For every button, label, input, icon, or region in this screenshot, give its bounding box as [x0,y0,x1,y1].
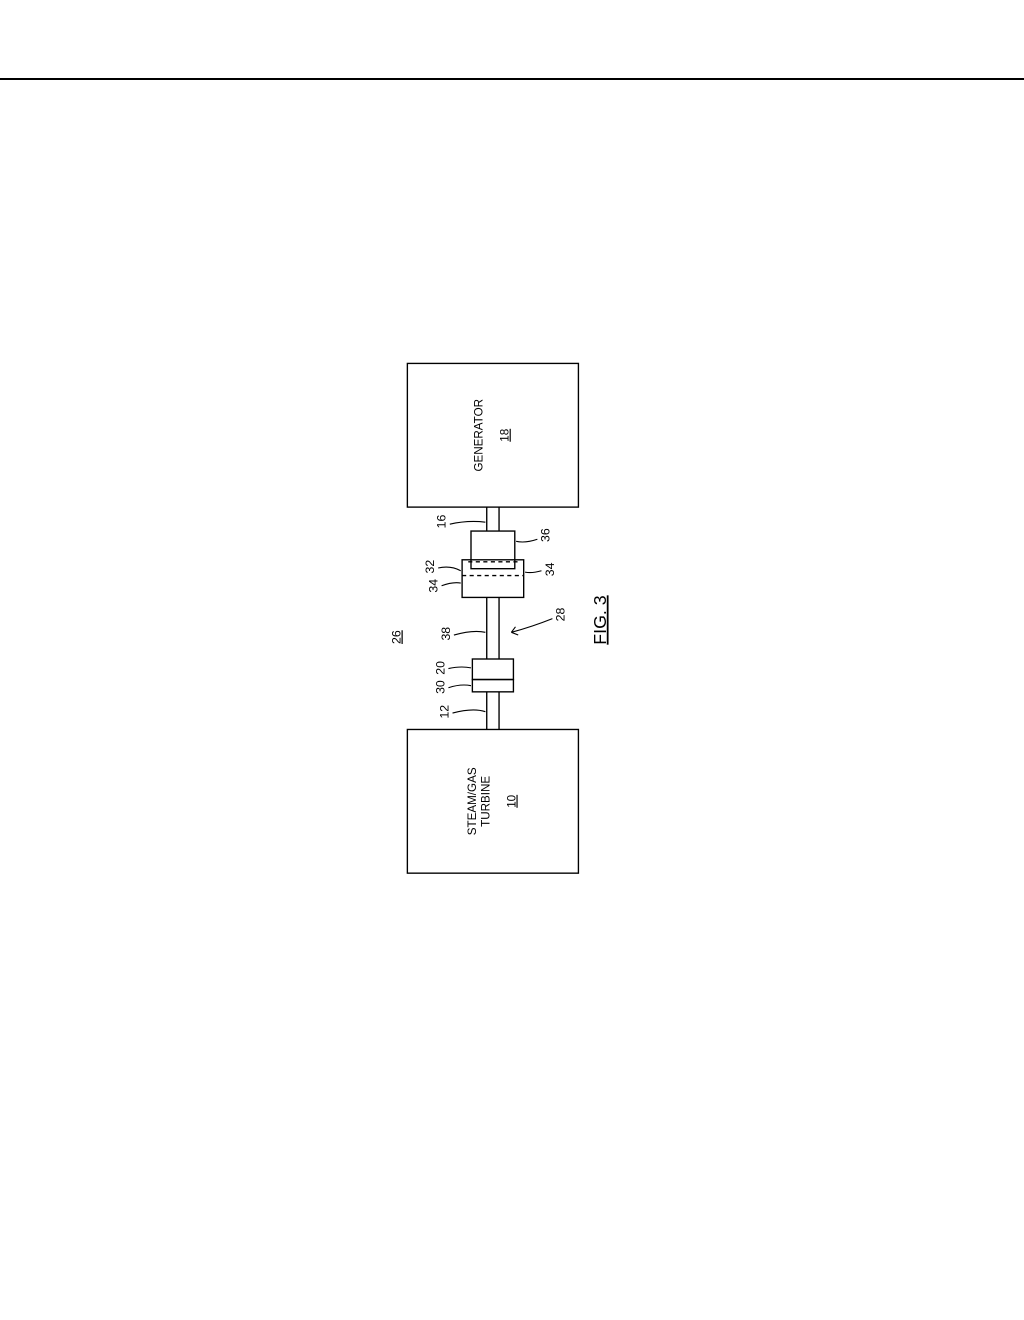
ref-34a: 34 [426,579,440,593]
figure-label: FIG. 3 [590,595,610,644]
ref-34b: 34 [543,562,557,576]
generator-block [407,363,578,507]
ref-20: 20 [433,661,447,675]
ref-28: 28 [554,608,568,622]
block-36 [471,531,515,569]
turbine-label-2: TURBINE [479,776,492,827]
generator-label: GENERATOR [473,399,486,472]
block-labels: STEAM/GAS TURBINE 10 GENERATOR 18 [466,399,519,835]
ref-12: 12 [437,705,451,719]
turbine-label-1: STEAM/GAS [466,767,479,835]
ref-38: 38 [439,627,453,641]
ref-36: 36 [539,528,553,542]
figure-3: STEAM/GAS TURBINE 10 GENERATOR 18 26 12 … [250,260,770,980]
turbine-ref: 10 [505,794,518,807]
block-20 [472,659,513,680]
ref-16: 16 [435,514,449,528]
ref-32: 32 [423,560,437,574]
ref-30: 30 [433,680,447,694]
ref-26: 26 [390,630,404,644]
ref-numerals: 26 12 30 20 38 28 34 32 34 36 16 [390,514,568,718]
turbine-block [407,729,578,873]
page-header-rule [0,78,1024,102]
diagram-svg: STEAM/GAS TURBINE 10 GENERATOR 18 26 12 … [250,260,770,980]
generator-ref: 18 [499,429,512,442]
coupling-30 [472,680,513,692]
